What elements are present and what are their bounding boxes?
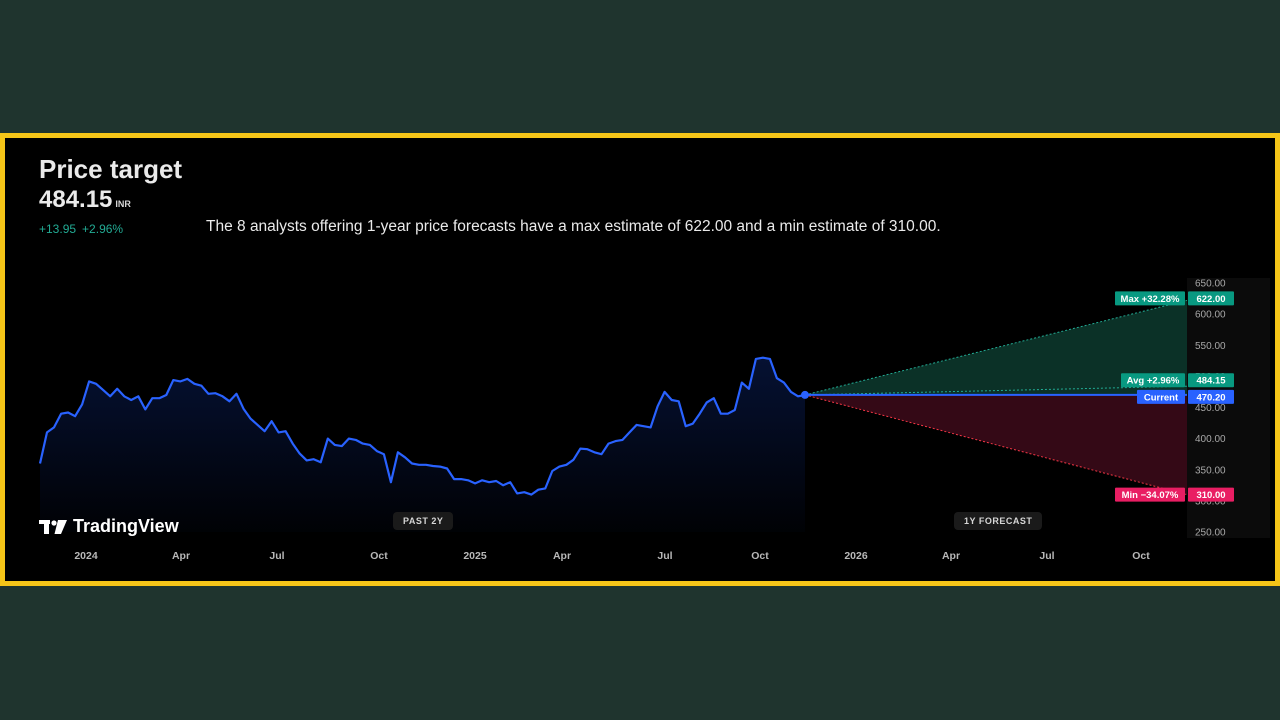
avg-value: 484.15 — [1196, 376, 1226, 387]
x-tick-label: Oct — [1132, 550, 1150, 562]
change-percent: +2.96% — [82, 222, 124, 236]
average-price-target: 484.15 — [39, 186, 113, 213]
max-value: 622.00 — [1196, 294, 1225, 305]
current-label-bg — [1137, 389, 1185, 404]
current-label: Current — [1144, 392, 1179, 403]
current-value: 470.20 — [1196, 392, 1225, 403]
x-tick-label: 2024 — [74, 550, 98, 562]
avg-label: Avg +2.96% — [1127, 376, 1180, 387]
y-tick-label: 550.00 — [1195, 341, 1226, 352]
avg-label-bg — [1121, 373, 1185, 388]
price-change: +13.95 +2.96% — [39, 222, 123, 236]
forecast-max-line — [804, 299, 1188, 396]
y-tick-label: 250.00 — [1195, 528, 1226, 539]
x-tick-label: Oct — [751, 550, 769, 562]
y-tick-label: 600.00 — [1195, 310, 1226, 321]
forecast-min-line — [804, 394, 1188, 496]
price-target-card: 250.00300.00350.00400.00450.00500.00550.… — [0, 133, 1280, 586]
page-title: Price target — [39, 154, 183, 184]
min-value: 310.00 — [1196, 490, 1225, 501]
tradingview-logo-icon — [39, 519, 67, 534]
y-tick-label: 300.00 — [1195, 496, 1226, 507]
tradingview-logo-text: TradingView — [73, 516, 179, 536]
x-tick-label: Oct — [370, 550, 388, 562]
past-period-badge: PAST 2Y — [393, 512, 454, 530]
change-absolute: +13.95 — [39, 222, 77, 236]
current-value-bg — [1188, 389, 1234, 404]
y-tick-label: 350.00 — [1195, 465, 1226, 476]
avg-value-bg — [1188, 373, 1234, 388]
history-area-fill — [40, 357, 805, 532]
current-price-dot — [801, 390, 809, 399]
forecast-description: The 8 analysts offering 1-year price for… — [206, 218, 941, 235]
x-tick-label: Jul — [269, 550, 284, 562]
x-tick-label: Apr — [942, 550, 960, 562]
x-tick-label: Apr — [172, 550, 190, 562]
price-row: 484.15 INR — [39, 186, 131, 214]
forecast-period-badge: 1Y FORECAST — [954, 512, 1043, 530]
y-tick-label: 400.00 — [1195, 434, 1226, 445]
history-price-line — [38, 356, 806, 496]
min-value-bg — [1188, 487, 1234, 502]
max-value-bg — [1188, 291, 1234, 306]
min-label: Min −34.07% — [1122, 490, 1179, 501]
currency-label: INR — [115, 199, 131, 209]
x-tick-label: 2026 — [844, 550, 868, 562]
x-tick-label: Jul — [1039, 550, 1054, 562]
forecast-chart: 250.00300.00350.00400.00450.00500.00550.… — [38, 278, 1270, 562]
x-tick-label: Jul — [657, 550, 672, 562]
max-label: Max +32.28% — [1121, 294, 1180, 305]
y-tick-label: 650.00 — [1195, 279, 1226, 290]
min-label-bg — [1115, 487, 1185, 502]
max-label-bg — [1115, 291, 1185, 306]
x-tick-label: Apr — [553, 550, 571, 562]
tradingview-logo[interactable]: TradingView — [39, 516, 179, 537]
y-tick-label: 450.00 — [1195, 403, 1226, 414]
x-tick-label: 2025 — [463, 550, 487, 562]
